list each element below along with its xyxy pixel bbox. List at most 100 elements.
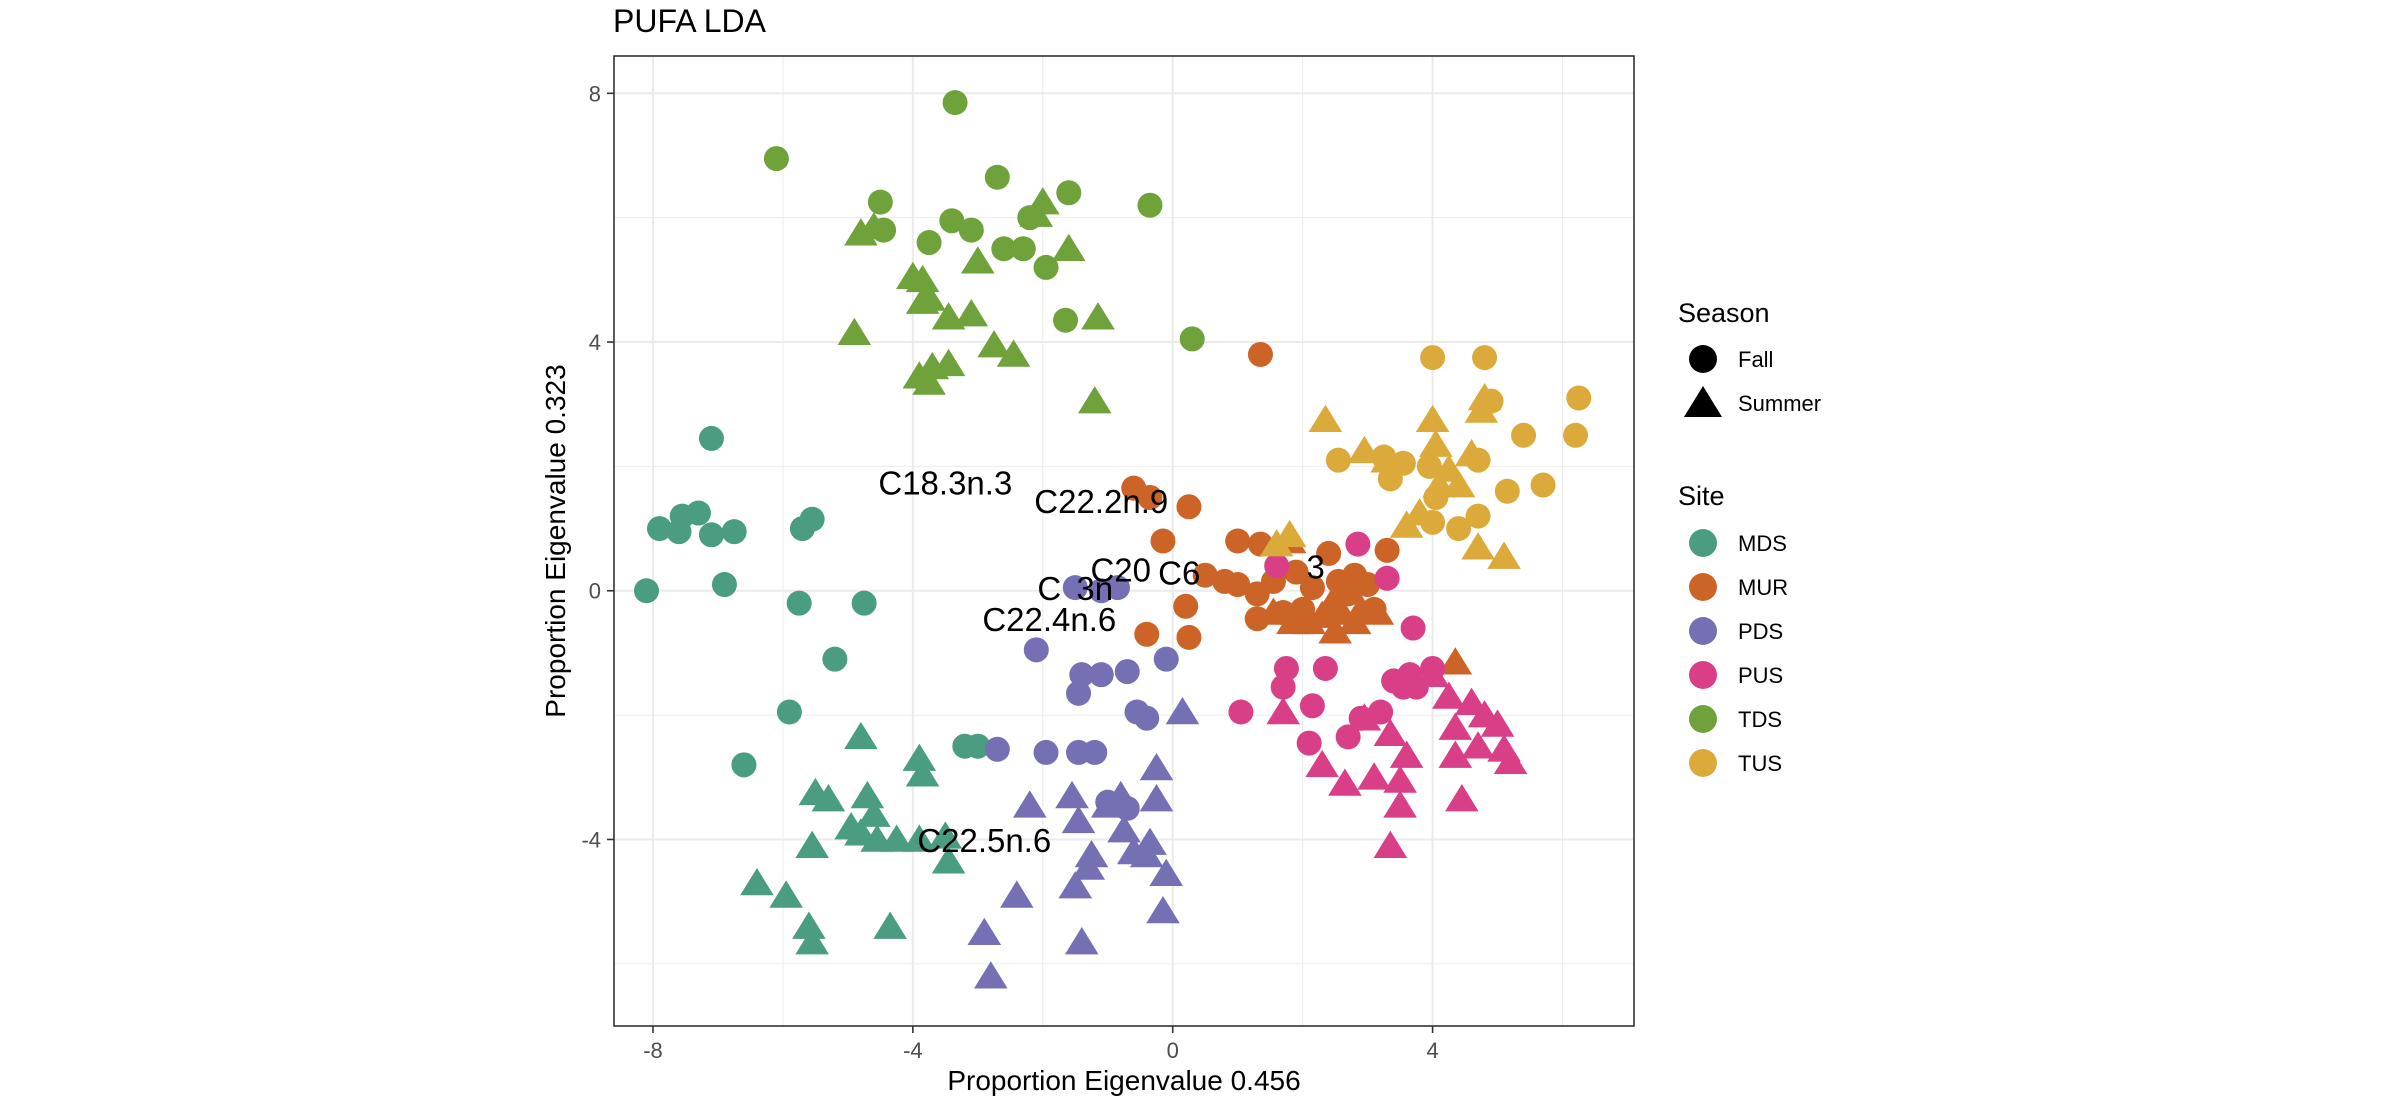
- data-point-tds-summer: [1077, 386, 1112, 414]
- chart-title: PUFA LDA: [613, 3, 767, 39]
- data-point-pus-summer: [1357, 762, 1391, 790]
- data-point-tds-summer: [912, 283, 946, 311]
- x-tick-label: 0: [1167, 1038, 1179, 1063]
- data-point-pds-fall: [1153, 646, 1179, 672]
- data-point-mds-fall: [721, 519, 747, 545]
- data-point-tus-fall: [1530, 472, 1556, 498]
- data-point-tus-summer: [1419, 429, 1453, 457]
- data-point-mds-fall: [698, 425, 724, 451]
- loading-label: C22.5n.6: [917, 822, 1051, 859]
- data-point-pds-summer: [1055, 780, 1089, 809]
- data-point-pds-fall: [1033, 739, 1059, 765]
- data-point-pds-summer: [1064, 927, 1099, 955]
- data-point-pds-summer: [1139, 752, 1174, 781]
- y-tick-label: -4: [581, 827, 601, 852]
- x-tick-label: 4: [1426, 1038, 1438, 1063]
- data-point-pus-summer: [1438, 740, 1473, 768]
- data-point-pds-fall: [1023, 637, 1049, 663]
- site-legend-label: TDS: [1738, 707, 1782, 732]
- data-point-pus-summer: [1415, 659, 1450, 687]
- data-point-tds-fall: [1179, 326, 1205, 352]
- loading-label-fragment: 3n: [1076, 570, 1113, 607]
- data-point-mds-summer: [811, 784, 846, 812]
- data-point-mur-summer: [1318, 616, 1352, 644]
- data-point-tus-fall: [1420, 345, 1446, 371]
- data-point-tds-summer: [837, 317, 872, 345]
- data-point-tus-fall: [1563, 422, 1589, 448]
- data-point-pus-summer: [1373, 718, 1408, 747]
- data-point-tds-fall: [991, 236, 1017, 262]
- data-point-tus-fall: [1472, 345, 1498, 371]
- data-point-mur-fall: [1299, 575, 1325, 601]
- data-point-mds-summer: [902, 824, 937, 852]
- data-point-pus-summer: [1389, 740, 1424, 768]
- loading-label: C18.3n.3: [878, 464, 1012, 501]
- data-point-tds-summer: [954, 299, 989, 327]
- data-point-pus-fall: [1335, 724, 1361, 750]
- y-tick-label: 0: [589, 579, 601, 604]
- legend: Season Fall Summer Site MDS MUR PDS PUS TDS TUS: [1678, 298, 1821, 777]
- data-point-pds-summer: [1133, 827, 1167, 855]
- data-point-mds-summer: [769, 880, 803, 908]
- data-point-pus-summer: [1383, 765, 1417, 793]
- data-point-pds-summer: [974, 961, 1008, 989]
- data-point-mur-summer: [1256, 597, 1291, 625]
- data-point-pus-summer: [1383, 790, 1417, 818]
- data-point-tus-summer: [1370, 445, 1404, 473]
- data-point-tds-fall: [763, 146, 789, 172]
- data-point-pds-fall: [1062, 575, 1088, 601]
- site-legend-label: PDS: [1738, 619, 1783, 644]
- site-legend-key-tus: [1689, 749, 1717, 777]
- loading-label-fragment: C6: [1158, 555, 1200, 592]
- data-point-pds-summer: [967, 917, 1002, 946]
- data-point-mds-fall: [711, 572, 737, 598]
- data-point-mds-summer: [792, 911, 826, 939]
- data-point-pds-fall: [984, 736, 1010, 762]
- data-point-pus-summer: [1445, 784, 1479, 812]
- data-point-mds-fall: [685, 500, 711, 526]
- data-point-mur-fall: [1374, 537, 1400, 563]
- data-point-pds-summer: [1058, 871, 1093, 899]
- data-point-tds-summer: [905, 264, 940, 293]
- data-point-pds-summer: [1129, 840, 1164, 868]
- data-point-tds-fall: [1033, 254, 1059, 280]
- data-point-mds-summer: [902, 743, 937, 771]
- season-legend-label: Summer: [1738, 391, 1821, 416]
- data-point-tds-fall: [916, 230, 942, 256]
- season-legend-label: Fall: [1738, 347, 1773, 372]
- data-point-tus-summer: [1259, 529, 1294, 557]
- data-point-pds-fall: [1066, 680, 1092, 706]
- loading-label-fragment: C: [1037, 570, 1061, 607]
- loading-label: C22.2n.9: [1034, 483, 1168, 520]
- data-point-mds-fall: [646, 516, 672, 542]
- data-point-tus-summer: [1454, 438, 1489, 467]
- data-point-mur-fall: [1176, 624, 1202, 650]
- data-point-pus-summer: [1432, 681, 1466, 709]
- data-point-tus-summer: [1467, 382, 1502, 411]
- data-point-tds-summer: [912, 367, 946, 395]
- data-point-tds-fall: [1137, 192, 1163, 218]
- data-point-mds-summer: [850, 780, 885, 809]
- data-point-pds-fall: [1069, 662, 1095, 688]
- data-point-pds-summer: [1012, 790, 1047, 818]
- data-point-mds-summer: [844, 721, 878, 750]
- data-point-tus-summer: [1461, 532, 1495, 560]
- data-point-pus-fall: [1296, 730, 1322, 756]
- site-legend-label: MDS: [1738, 531, 1787, 556]
- data-point-mur-fall: [1283, 559, 1309, 585]
- data-point-pus-fall: [1299, 693, 1325, 719]
- data-point-tus-fall: [1465, 503, 1491, 529]
- data-point-pds-summer: [1074, 840, 1109, 868]
- data-point-tds-summer: [1081, 302, 1115, 330]
- data-point-tds-summer: [977, 330, 1011, 358]
- data-point-mds-summer: [857, 799, 891, 827]
- x-tick-label: -4: [903, 1038, 923, 1063]
- loading-label: C20: [1090, 551, 1151, 588]
- data-point-tds-fall: [939, 208, 965, 234]
- y-tick-label: 4: [589, 330, 601, 355]
- data-point-tus-fall: [1566, 385, 1592, 411]
- season-legend-key-fall: [1689, 345, 1717, 373]
- data-point-mds-fall: [965, 733, 991, 759]
- site-legend-label: MUR: [1738, 575, 1788, 600]
- data-point-mur-fall: [1355, 572, 1381, 598]
